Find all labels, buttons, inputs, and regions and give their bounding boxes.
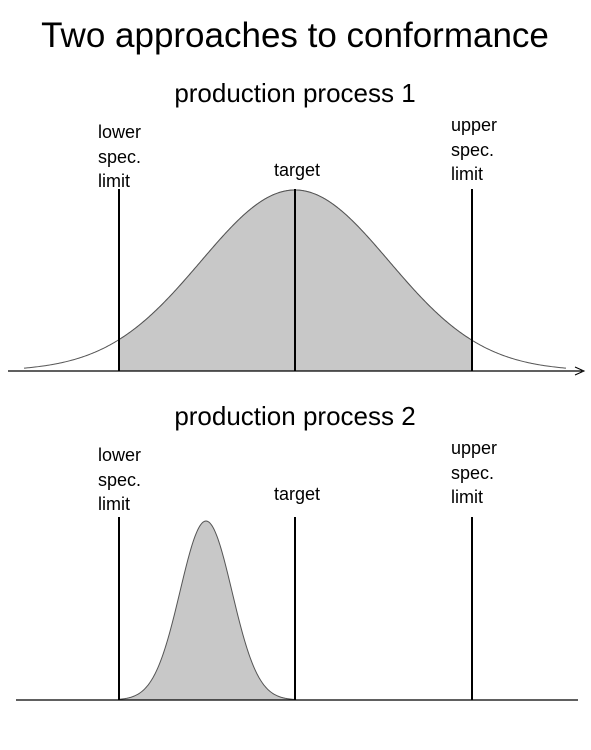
panel-1-upper-spec-label: upper spec. limit [451, 115, 502, 184]
panel-process-2: production process 2 lower spec. limit t… [16, 401, 578, 701]
panel-2-title: production process 2 [174, 401, 415, 431]
panel-1-axis-arrow-icon [574, 366, 586, 376]
panel-1-lower-spec-label: lower spec. limit [98, 122, 146, 191]
panel-2-distribution-area [118, 520, 296, 701]
main-title: Two approaches to conformance [41, 16, 549, 55]
panel-2-upper-spec-label: upper spec. limit [451, 438, 502, 507]
panel-2-target-label: target [274, 484, 320, 504]
panel-process-1: production process 1 lower spec. limit t… [8, 78, 586, 376]
panel-1-title: production process 1 [174, 78, 415, 108]
panel-1-target-label: target [274, 160, 320, 180]
panel-2-lower-spec-label: lower spec. limit [98, 445, 146, 514]
